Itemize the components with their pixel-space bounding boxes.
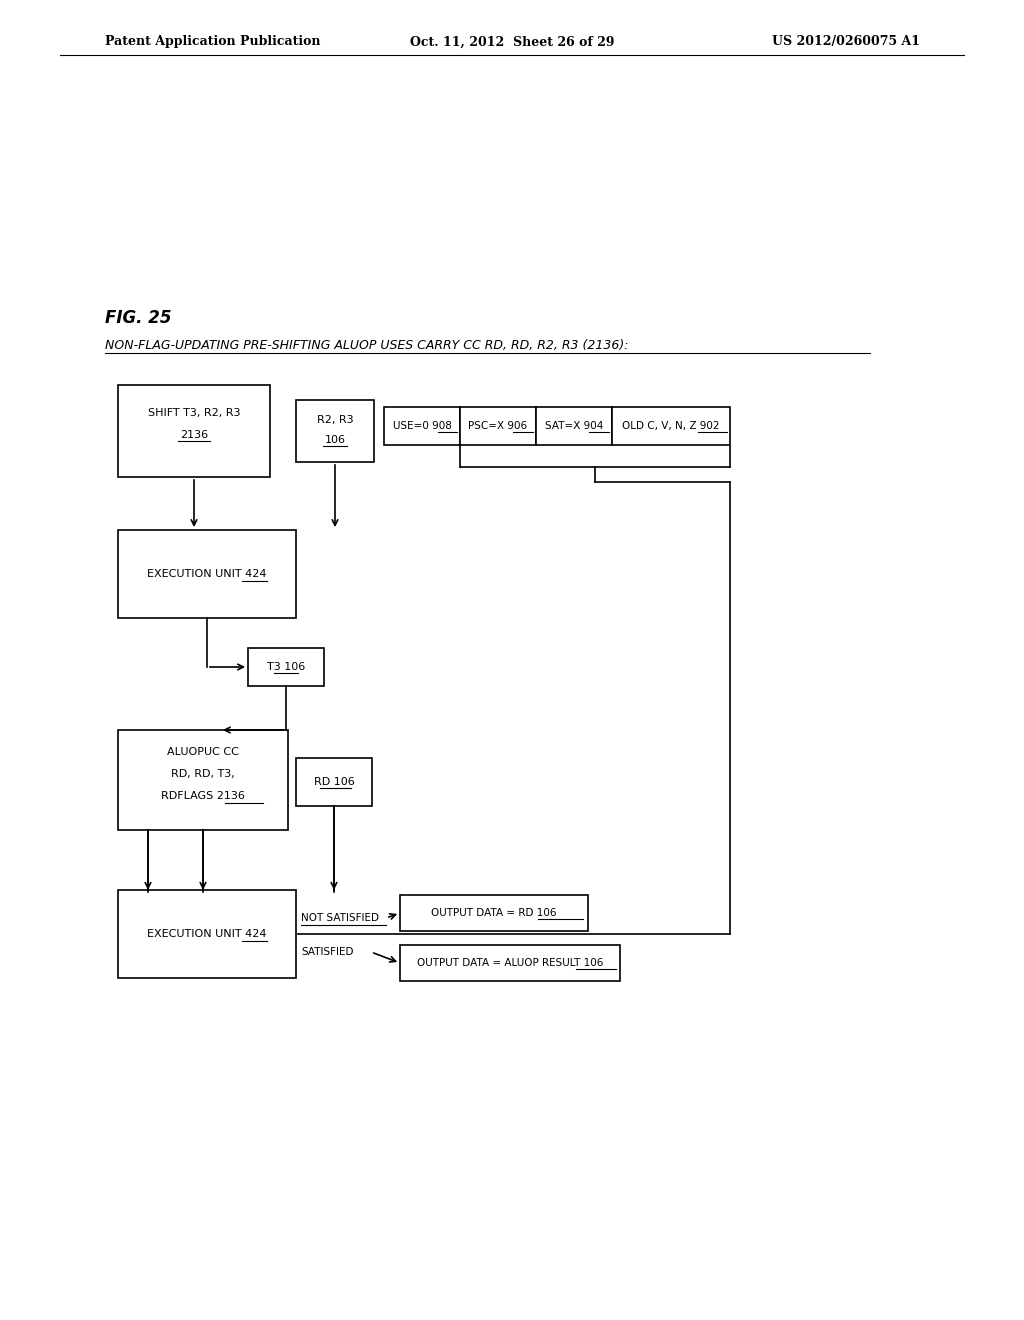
Bar <box>536 407 612 445</box>
Bar <box>118 385 270 477</box>
Text: SATISFIED: SATISFIED <box>301 946 353 957</box>
Text: RD 106: RD 106 <box>313 777 354 787</box>
Text: SHIFT T3, R2, R3: SHIFT T3, R2, R3 <box>147 408 241 418</box>
Text: T3 106: T3 106 <box>267 663 305 672</box>
Text: 2136: 2136 <box>180 430 208 440</box>
Text: NON-FLAG-UPDATING PRE-SHIFTING ALUOP USES CARRY CC RD, RD, R2, R3 (2136):: NON-FLAG-UPDATING PRE-SHIFTING ALUOP USE… <box>105 338 629 351</box>
Bar <box>296 758 372 807</box>
Bar <box>248 648 324 686</box>
Text: EXECUTION UNIT 424: EXECUTION UNIT 424 <box>147 569 266 579</box>
Text: EXECUTION UNIT 424: EXECUTION UNIT 424 <box>147 929 266 939</box>
Text: FIG. 25: FIG. 25 <box>105 309 171 327</box>
Text: ALUOPUC CC: ALUOPUC CC <box>167 747 239 756</box>
Text: RD, RD, T3,: RD, RD, T3, <box>171 770 234 779</box>
Bar <box>384 407 460 445</box>
Text: OLD C, V, N, Z 902: OLD C, V, N, Z 902 <box>623 421 720 432</box>
Text: 106: 106 <box>325 436 345 445</box>
Bar <box>118 531 296 618</box>
Text: NOT SATISFIED: NOT SATISFIED <box>301 913 379 923</box>
Bar <box>400 895 588 931</box>
Text: OUTPUT DATA = RD 106: OUTPUT DATA = RD 106 <box>431 908 557 917</box>
Text: R2, R3: R2, R3 <box>316 414 353 425</box>
Text: US 2012/0260075 A1: US 2012/0260075 A1 <box>772 36 920 49</box>
Bar <box>460 407 536 445</box>
Text: Patent Application Publication: Patent Application Publication <box>105 36 321 49</box>
Text: Oct. 11, 2012  Sheet 26 of 29: Oct. 11, 2012 Sheet 26 of 29 <box>410 36 614 49</box>
Text: SAT=X 904: SAT=X 904 <box>545 421 603 432</box>
Bar <box>612 407 730 445</box>
Bar <box>296 400 374 462</box>
Text: RDFLAGS 2136: RDFLAGS 2136 <box>161 791 245 801</box>
Bar <box>118 890 296 978</box>
Bar <box>400 945 620 981</box>
Text: USE=0 908: USE=0 908 <box>392 421 452 432</box>
Text: OUTPUT DATA = ALUOP RESULT 106: OUTPUT DATA = ALUOP RESULT 106 <box>417 958 603 968</box>
Bar <box>118 730 288 830</box>
Text: PSC=X 906: PSC=X 906 <box>468 421 527 432</box>
